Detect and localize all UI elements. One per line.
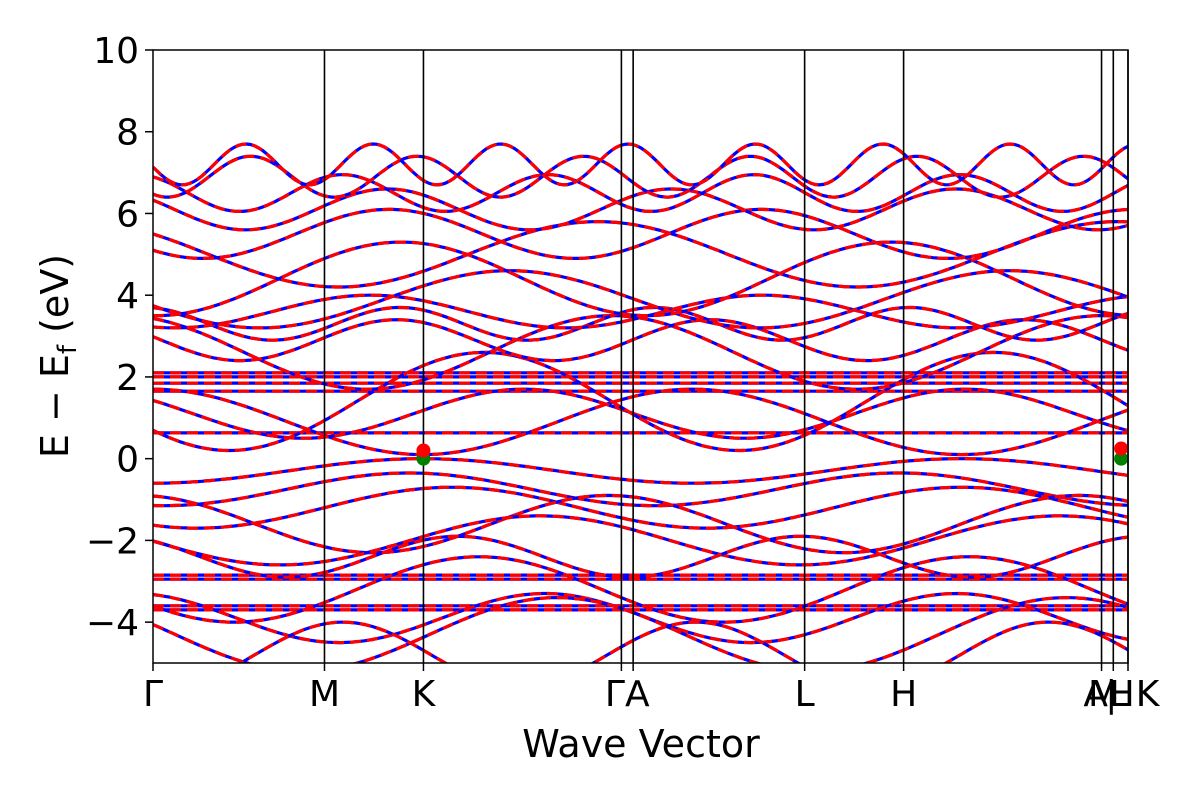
band-18-red [153,219,1128,289]
y-tick-label-7: −4 [86,603,139,644]
x-tick-label-1: M [309,674,340,715]
band-25-red [153,471,1128,508]
band-26-red [153,485,1128,530]
y-tick-label-4: 2 [116,358,139,399]
band-11-blue [153,350,1128,453]
y-axis-label-sub: f [53,344,83,354]
y-tick-label-1: 8 [116,113,139,154]
band-20-red [153,187,1128,232]
band-33-red [237,620,1128,663]
band-9-blue [153,387,1128,457]
x-tick-label-4: L [795,674,815,715]
y-tick-label-0: 10 [93,31,139,72]
x-tick-label-11: K [1136,674,1161,715]
high-symmetry-lines [323,50,1129,663]
band-29-red [153,534,1128,579]
band-24-blue [153,457,1128,485]
x-tick-label-2: K [412,674,437,715]
band-19-blue [153,207,1128,260]
x-tick-label-8: | [1105,674,1117,715]
band-22-red [153,154,1128,199]
dirac-point-3 [1114,441,1128,456]
y-tick-label-2: 6 [116,194,139,235]
x-tick-label-3: ΓA [605,674,650,715]
x-tick-label-5: H [890,674,917,715]
band-15-red [153,293,1128,330]
band-11-red [153,350,1128,453]
dirac-points [416,441,1128,466]
y-tick-label-6: −2 [86,521,139,562]
x-axis-ticks: Γ M K ΓA L H AM|LH K [143,663,1161,715]
y-axis-label-main: E − E [33,354,77,458]
y-tick-label-5: 0 [116,440,139,481]
band-9-red [153,387,1128,457]
band-16-red [153,269,1128,330]
x-tick-label-7: M [1088,674,1119,715]
band-10-red [153,387,1128,440]
band-31-red [153,591,1128,645]
x-axis-label: Wave Vector [522,722,760,766]
band-24-red [153,457,1128,485]
y-axis-label: E − Ef (eV) [33,254,83,458]
band-23-red [153,142,1128,187]
x-tick-label-6: A [1083,674,1108,715]
dirac-point-2 [1114,451,1128,466]
x-tick-label-0: Γ [143,674,163,715]
band-28-red [153,514,1128,567]
band-30-blue [153,555,1128,624]
x-tick-label-9: L [1109,674,1129,715]
band-13-blue [153,318,1128,363]
band-27-red [153,493,1128,555]
dirac-point-1 [416,443,431,458]
band-14-blue [153,305,1128,342]
plot-frame [152,49,1129,664]
y-tick-label-3: 4 [116,276,139,317]
y-axis-label-unit: (eV) [33,254,77,345]
bands-layer [153,142,1128,663]
band-32-red [153,595,1128,663]
x-tick-label-10: H [1108,674,1135,715]
band-10-blue [153,387,1128,440]
y-axis-ticks: 10 8 6 4 2 0 −2 −4 [86,31,153,644]
